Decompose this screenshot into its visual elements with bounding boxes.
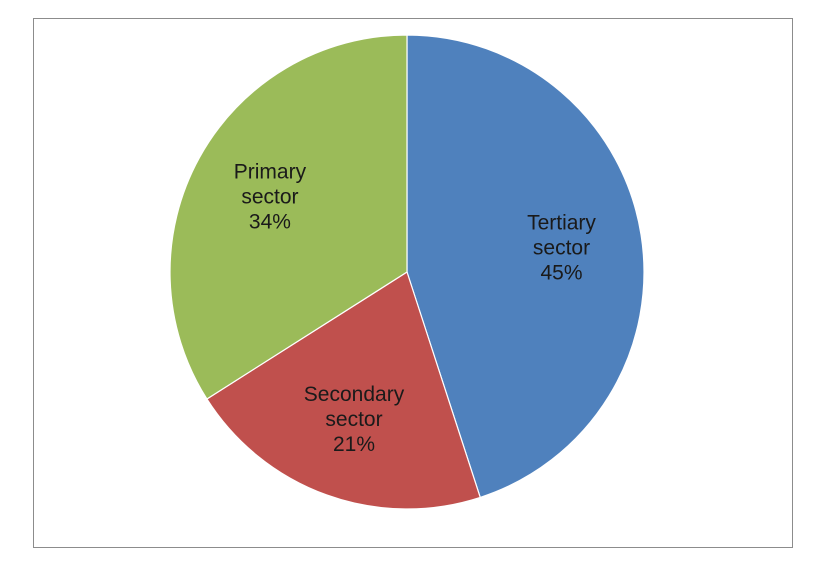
slice-name-label: sector bbox=[325, 408, 382, 431]
slice-name-label: sector bbox=[241, 186, 298, 209]
slice-label-primary-sector: Primary sector 34% bbox=[234, 161, 307, 234]
slice-name-label: Tertiary bbox=[527, 212, 596, 235]
pie-slice-primary-sector bbox=[169, 34, 408, 400]
slice-value-label: 21% bbox=[333, 433, 375, 456]
pie-slices bbox=[169, 34, 645, 510]
pie-slice-secondary-sector bbox=[206, 271, 481, 510]
slice-label-secondary-sector: Secondary sector 21% bbox=[304, 383, 405, 456]
slice-name-label: Secondary bbox=[304, 383, 405, 406]
pie-labels: Tertiary sector 45%Secondary sector 21%Prima… bbox=[234, 161, 597, 457]
slice-label-tertiary-sector: Tertiary sector 45% bbox=[527, 212, 596, 285]
slice-name-label: Primary bbox=[234, 161, 307, 184]
slice-value-label: 34% bbox=[249, 211, 291, 234]
slice-name-label: sector bbox=[533, 237, 590, 260]
slice-value-label: 45% bbox=[540, 262, 582, 285]
pie-slice-tertiary-sector bbox=[406, 34, 645, 499]
